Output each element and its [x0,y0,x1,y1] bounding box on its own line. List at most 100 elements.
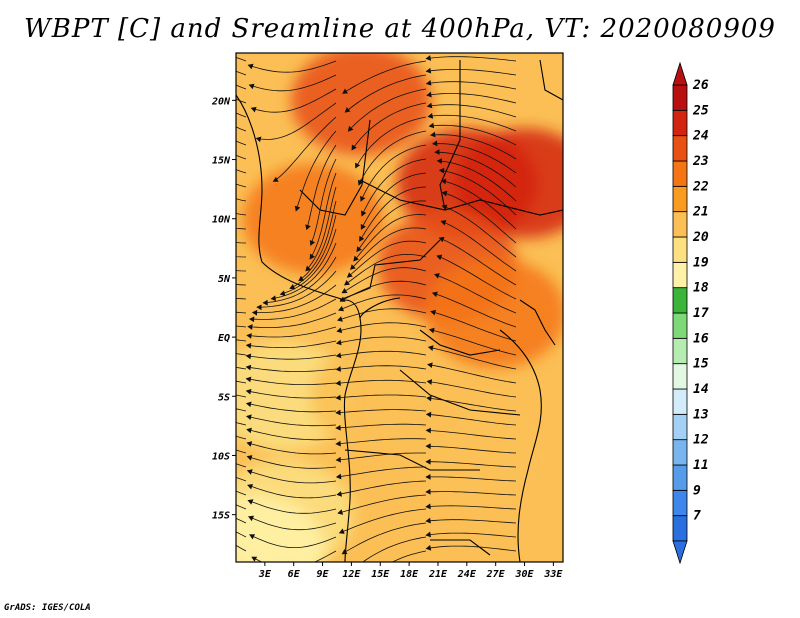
streamline-arrow-14 [351,144,357,151]
streamline-arrow-109 [246,427,252,434]
streamline-arrow-47 [438,167,445,174]
streamline-arrow-101 [245,401,252,408]
streamline-arrow-22 [357,179,364,186]
streamline-arrow-5 [248,83,255,90]
streamline-43 [437,160,517,202]
streamline-arrow-35 [431,140,438,147]
streamline-113 [247,442,337,455]
colorbar-label-16: 16 [693,331,709,346]
streamline-arrow-121 [246,469,253,475]
streamline-63 [441,220,517,272]
streamline-49 [280,228,337,295]
boundary-line-13 [539,59,563,101]
x-tick-label-6: 21E [428,569,448,580]
streamline-124 [236,490,247,496]
streamline-arrow-16 [163,81,167,85]
streamline-arrow-34 [360,223,366,230]
streamline-4 [236,70,247,76]
streamline-100 [236,408,247,412]
streamline-72 [236,311,247,314]
streamline-130 [339,508,427,534]
streamline-arrow-117 [246,455,253,461]
streamline-116 [236,463,247,468]
streamline-87 [429,329,517,356]
streamline-42 [356,200,427,252]
colorbar-swatch-22 [672,185,688,213]
streamline-arrow-49 [279,290,286,296]
streamline-arrow-59 [441,204,448,211]
streamline-99 [427,381,517,398]
streamline-arrow-85 [245,353,252,360]
boundary-line-8 [419,329,501,356]
streamline-95 [427,364,517,384]
streamline-arrow-86 [335,352,342,359]
colorbar-label-13: 13 [693,407,709,422]
streamline-106 [336,423,427,429]
streamline-25 [306,144,337,230]
plot-area [156,31,563,562]
streamline-1 [248,60,337,73]
colorbar-swatch-13 [672,413,688,441]
streamline-125 [247,484,337,499]
colorbar-swatch-16 [672,337,688,365]
streamline-90 [336,365,427,370]
colorbar: 7 9 11 12 13 14 15 16 17 18 19 20 21 22 23 24 25 26 [672,61,709,565]
streamline-115 [426,445,517,454]
streamline-85 [246,354,337,360]
streamline-105 [246,415,337,427]
y-tick-label-0: 20N [211,96,231,107]
streamline-arrow-18 [355,162,361,169]
streamline-arrow-83 [430,309,437,316]
streamline-38 [359,186,427,242]
streamline-128 [236,504,247,510]
streamline-arrow-133 [248,515,255,522]
streamline-arrow-139 [425,531,432,538]
streamline-arrow-61 [256,304,262,311]
streamline-73 [248,312,337,329]
streamline-102 [336,409,427,414]
streamline-arrow-80 [156,333,160,337]
streamline-arrow-29 [309,239,316,246]
streamline-55 [442,192,517,244]
streamline-arrow-143 [425,544,432,551]
colorbar-swatch-23 [672,160,688,187]
streamline-28 [236,154,247,160]
streamline-123 [426,476,517,482]
streamline-arrow-97 [245,388,252,395]
streamline-45 [289,214,337,289]
streamline-arrow-68 [156,291,160,295]
colorbar-swatch-7 [672,515,688,542]
colorbar-swatch-24 [672,135,688,162]
streamline-0 [236,56,247,62]
streamline-arrow-67 [438,236,445,243]
streamline-135 [426,519,517,524]
x-tick-label-1: 6E [288,569,301,580]
streamline-arrow-113 [246,441,253,447]
streamline-arrow-43 [436,158,442,164]
streamline-66 [340,280,427,302]
streamline-arrow-105 [245,414,252,421]
streamline-arrow-135 [425,517,431,524]
streamline-78 [337,322,427,332]
streamline-arrow-78 [336,327,343,334]
x-tick-label-0: 3E [258,569,272,580]
colorbar-label-19: 19 [693,255,709,270]
streamline-56 [236,256,247,258]
streamline-arrow-57 [262,299,268,306]
streamline-arrow-38 [359,235,365,242]
streamline-108 [236,435,247,440]
streamline-14 [351,102,427,151]
streamline-98 [336,394,427,399]
colorbar-label-18: 18 [693,281,709,296]
streamline-13 [256,102,337,140]
streamline-107 [426,413,517,426]
streamline-137 [249,534,337,548]
streamline-arrow-0 [161,31,165,35]
streamline-arrow-92 [157,371,161,375]
streamline-arrow-141 [251,556,258,562]
streamlines [156,31,517,562]
streamline-arrow-124 [160,468,164,472]
colorbar-label-21: 21 [692,205,709,220]
streamline-77 [247,326,337,338]
streamline-arrow-114 [335,456,341,463]
